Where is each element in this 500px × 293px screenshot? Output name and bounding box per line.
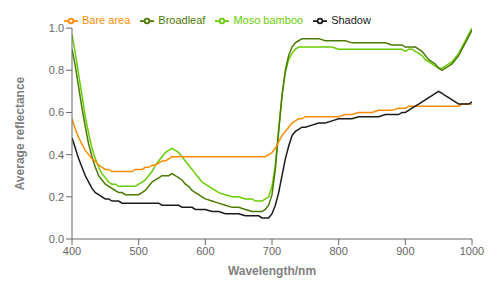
svg-text:Average reflectance: Average reflectance [13, 76, 27, 190]
svg-text:0.8: 0.8 [49, 64, 64, 76]
svg-text:400: 400 [63, 245, 81, 257]
svg-text:1.0: 1.0 [49, 22, 64, 34]
svg-text:Wavelength/nm: Wavelength/nm [228, 264, 316, 278]
svg-text:600: 600 [196, 245, 214, 257]
svg-text:0.0: 0.0 [49, 233, 64, 245]
svg-text:0.4: 0.4 [49, 149, 64, 161]
svg-text:700: 700 [263, 245, 281, 257]
svg-text:500: 500 [129, 245, 147, 257]
html-text:Moso bamboo: Moso bamboo [233, 14, 304, 26]
svg-text:1000: 1000 [460, 245, 484, 257]
svg-text:0.6: 0.6 [49, 106, 64, 118]
svg-text:0.2: 0.2 [49, 191, 64, 203]
html-text:Broadleaf: Broadleaf [158, 14, 206, 26]
html-text:Bare area: Bare area [82, 14, 131, 26]
svg-text:900: 900 [396, 245, 414, 257]
svg-text:800: 800 [329, 245, 347, 257]
html-text:Shadow: Shadow [331, 14, 371, 26]
